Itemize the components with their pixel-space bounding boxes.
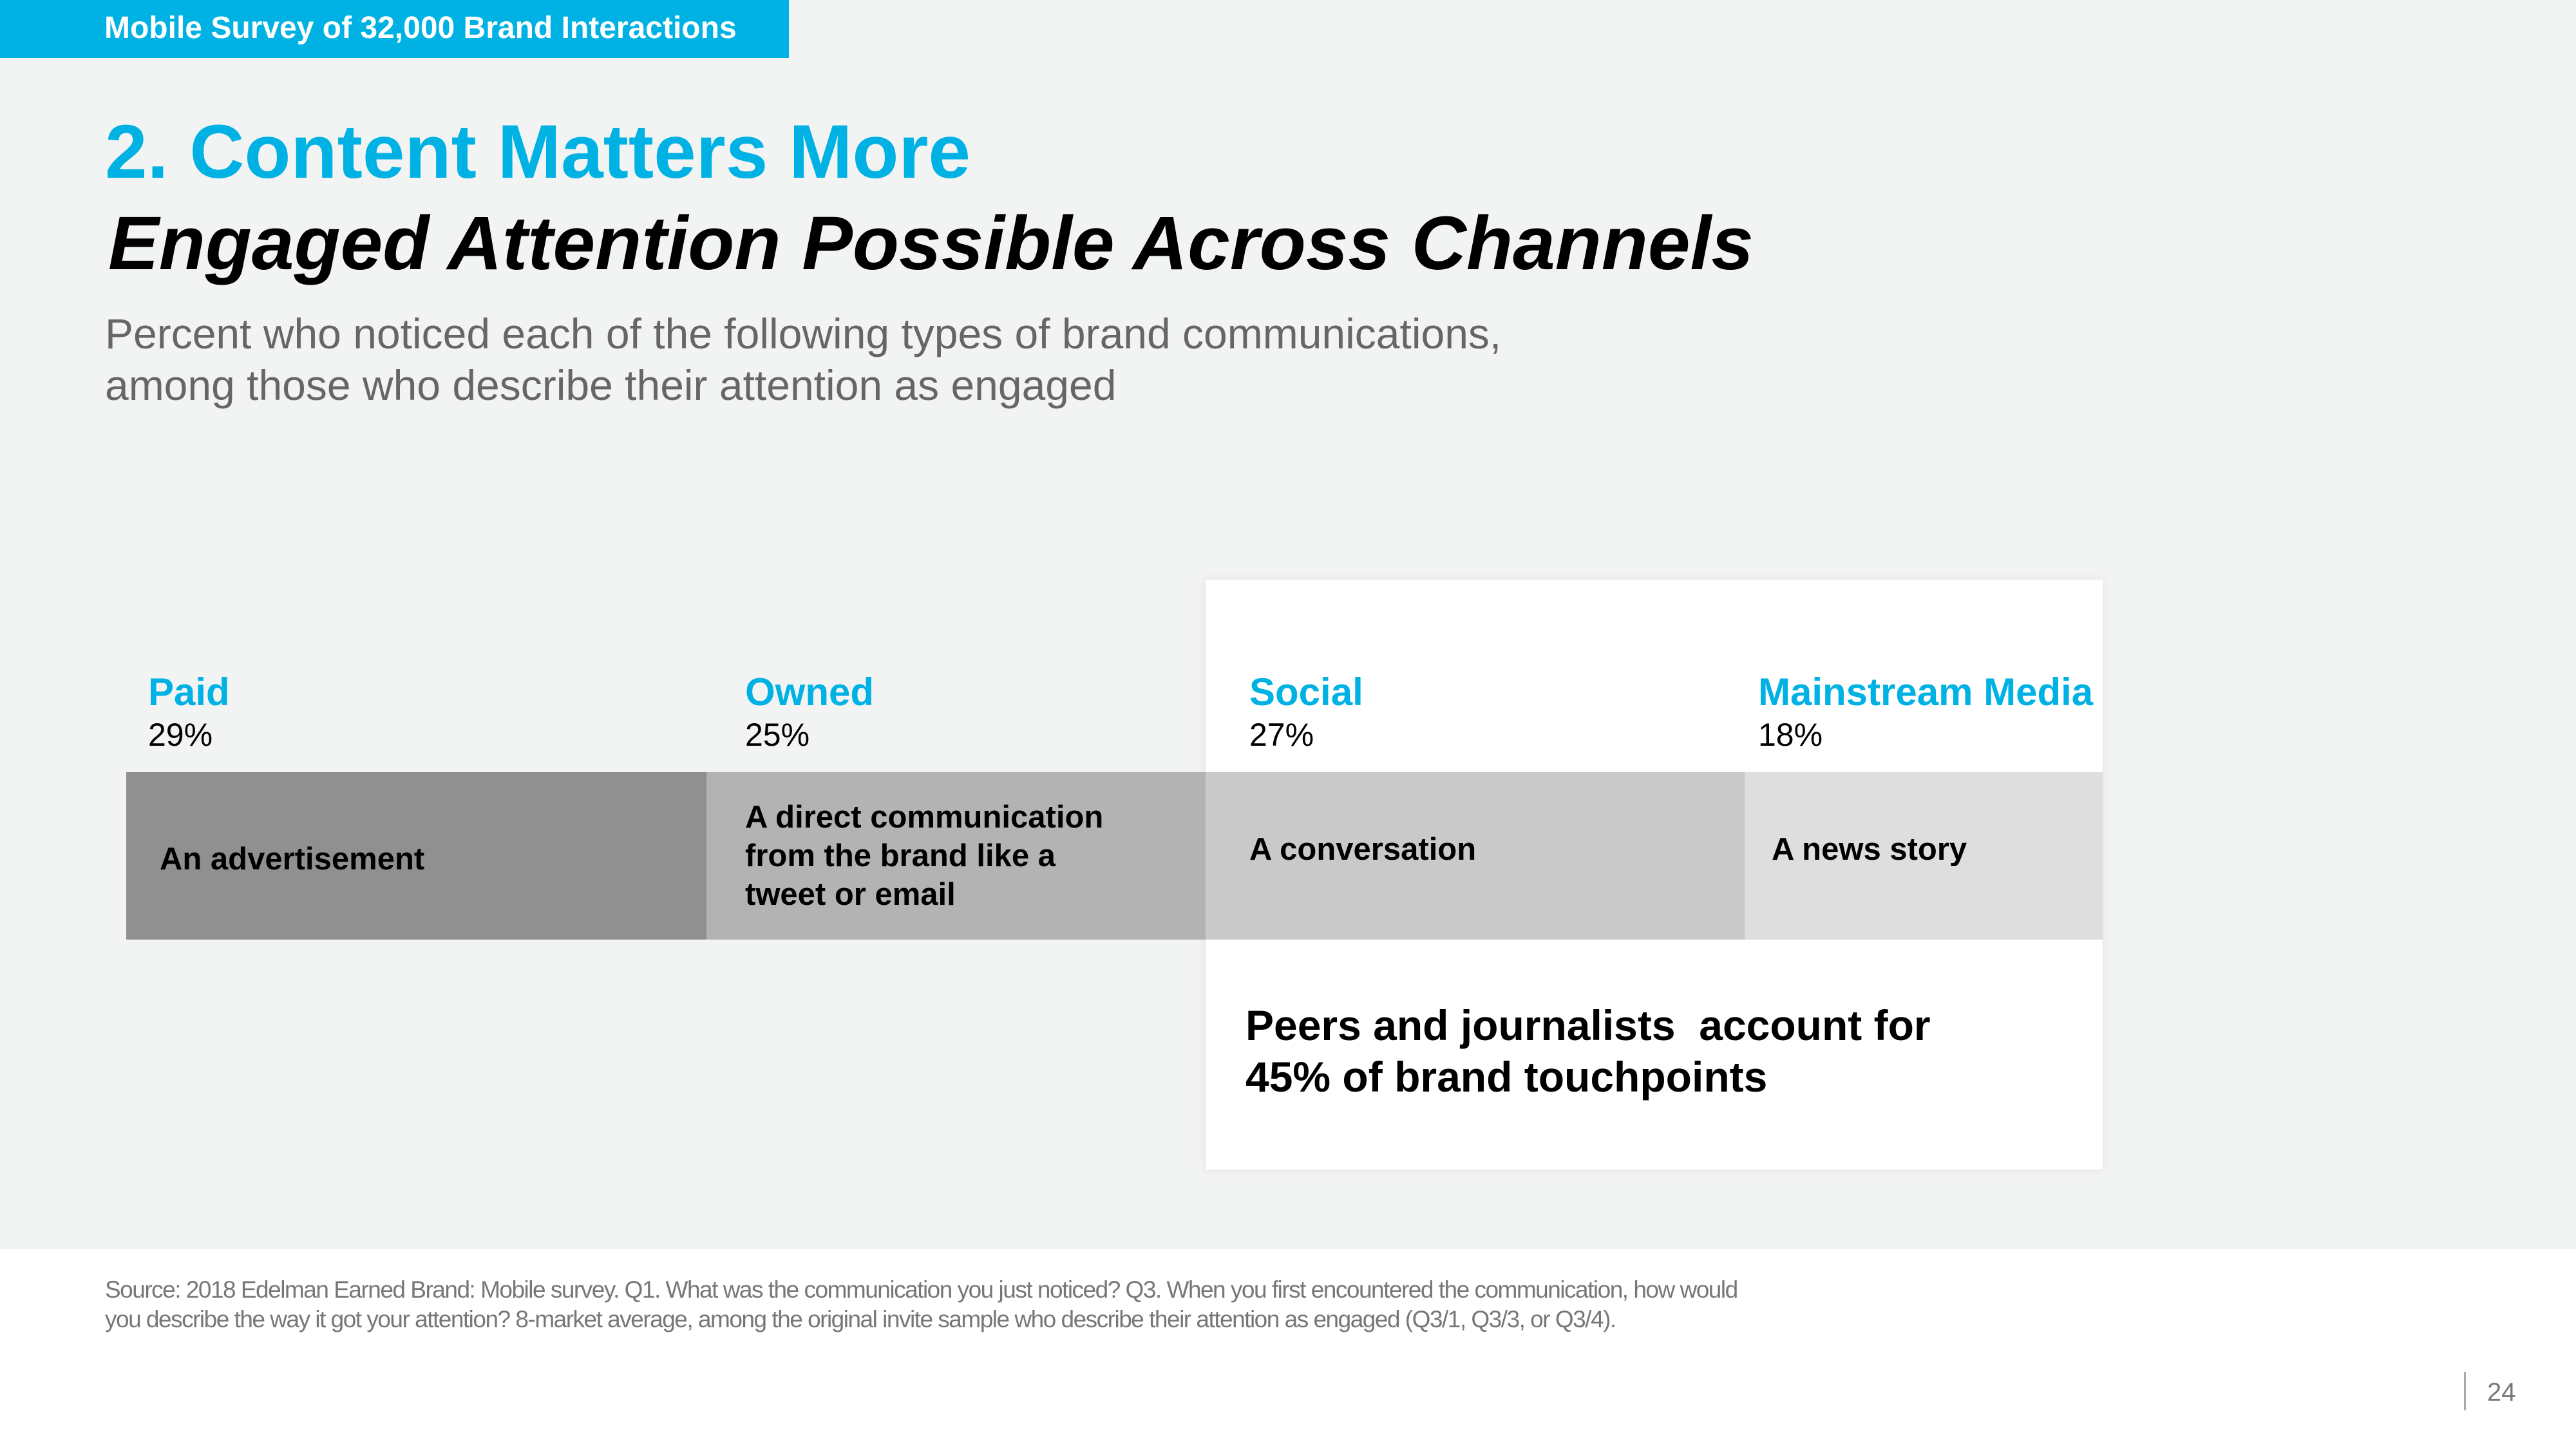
survey-banner: Mobile Survey of 32,000 Brand Interactio… [0, 0, 789, 58]
callout-line: 45% of brand touchpoints [1245, 1053, 1768, 1101]
callout-line: Peers and journalists account for [1245, 1001, 1931, 1049]
segment-mainstream-media: A news story [1745, 772, 2103, 940]
channel-percent-social: 27% [1249, 717, 1314, 753]
source-line: Source: 2018 Edelman Earned Brand: Mobil… [105, 1276, 1738, 1303]
channel-percent-mainstream-media: 18% [1758, 717, 1823, 753]
channel-percent-owned: 25% [745, 717, 810, 753]
channel-name-paid: Paid [148, 670, 230, 714]
page-number: 24 [2487, 1378, 2516, 1406]
segment-label: An advertisement [160, 842, 425, 876]
channel-name-social: Social [1249, 670, 1363, 714]
channel-name-mainstream-media: Mainstream Media [1758, 670, 2094, 714]
source-line: you describe the way it got your attenti… [105, 1306, 1616, 1332]
segment-label: A conversation [1249, 832, 1477, 867]
callout-text: Peers and journalists account for 45% of… [1245, 999, 1931, 1103]
segment-label: A direct communication from the brand li… [745, 800, 1104, 912]
page-subtitle: Engaged Attention Possible Across Channe… [108, 201, 1754, 286]
description-line: among those who describe their attention… [105, 361, 1117, 409]
channel-name-owned: Owned [745, 670, 875, 714]
page-title: 2. Content Matters More [105, 109, 971, 194]
source-note: Source: 2018 Edelman Earned Brand: Mobil… [105, 1275, 2037, 1334]
segment-label: A news story [1772, 832, 1967, 867]
description-line: Percent who noticed each of the followin… [105, 310, 1502, 357]
segment-owned: A direct communication from the brand li… [706, 772, 1206, 940]
footer [0, 1249, 2576, 1449]
chart-description: Percent who noticed each of the followin… [105, 308, 1715, 411]
segment-paid: An advertisement [126, 772, 706, 940]
page-number-divider [2464, 1372, 2466, 1410]
channel-percent-paid: 29% [148, 717, 213, 753]
segment-social: A conversation [1206, 772, 1745, 940]
